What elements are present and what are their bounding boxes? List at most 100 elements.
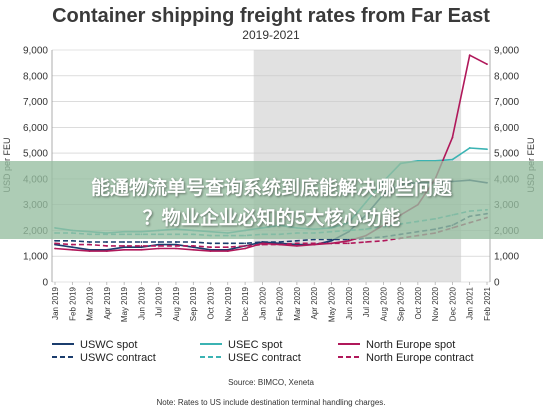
point-north-europe-spot [88, 250, 91, 252]
x-tick-label: Mar 2019 [86, 286, 95, 320]
point-uswc-contract [261, 241, 264, 243]
x-tick-label: Aug 2020 [379, 286, 388, 321]
x-tick-label: Jan 2020 [258, 286, 267, 319]
point-north-europe-spot [468, 54, 471, 57]
point-uswc-spot [71, 246, 74, 249]
point-uswc-spot [157, 243, 160, 246]
x-tick-label: Jul 2020 [362, 286, 371, 317]
y-tick-label-right: 0 [494, 278, 500, 289]
point-north-europe-contract [209, 246, 212, 249]
point-north-europe-contract [123, 245, 126, 247]
point-north-europe-contract [313, 242, 316, 245]
y-tick-label-left: 9,000 [23, 46, 48, 57]
x-tick-label: Apr 2020 [310, 286, 319, 319]
point-uswc-contract [278, 241, 281, 243]
y-tick-label-right: 9,000 [494, 46, 519, 57]
point-north-europe-spot [226, 250, 229, 252]
x-tick-label: Sep 2019 [189, 286, 198, 321]
x-tick-label: Mar 2020 [293, 286, 302, 320]
point-north-europe-spot [313, 243, 316, 246]
point-north-europe-spot [175, 247, 177, 250]
x-axis: Jan 2019 Feb 2019 Mar 2019 Apr 2019 May 2019… [51, 282, 492, 322]
point-usec-spot [486, 148, 488, 151]
point-north-europe-contract [330, 242, 333, 245]
point-north-europe-spot [192, 248, 195, 251]
x-tick-label: Jun 2020 [345, 286, 354, 319]
y-tick-label-right: 1,000 [494, 252, 519, 263]
point-north-europe-contract [244, 245, 246, 247]
point-uswc-contract [330, 238, 333, 241]
x-tick-label: Aug 2019 [172, 286, 181, 321]
point-north-europe-contract [71, 243, 74, 246]
x-tick-label: Jan 2019 [51, 286, 60, 319]
point-uswc-spot [123, 246, 126, 249]
y-tick-label-left: 7,000 [23, 97, 48, 108]
point-north-europe-contract [296, 242, 298, 245]
point-north-europe-spot [157, 247, 160, 250]
legend-label-usec-contract: USEC contract [228, 352, 301, 364]
point-uswc-spot [192, 246, 195, 249]
x-tick-label: Oct 2019 [207, 286, 216, 319]
x-tick-label: Jan 2021 [466, 286, 475, 319]
point-uswc-contract [209, 242, 212, 245]
point-north-europe-contract [54, 242, 56, 245]
y-tick-label-right: 6,000 [494, 123, 519, 134]
y-tick-label-left: 6,000 [23, 123, 48, 134]
x-tick-label: May 2019 [120, 286, 129, 322]
x-tick-label: Sep 2020 [397, 286, 406, 321]
x-tick-label: Dec 2019 [241, 286, 250, 321]
y-tick-label-right: 7,000 [494, 97, 519, 108]
point-north-europe-spot [209, 250, 212, 252]
x-tick-label: Feb 2019 [68, 286, 77, 320]
point-uswc-contract [140, 241, 143, 243]
point-uswc-contract [244, 242, 246, 245]
overlay-banner: 能通物流单号查询系统到底能解决哪些问题 ？物业企业必知的5大核心功能 [0, 161, 543, 239]
point-uswc-contract [192, 241, 195, 243]
point-north-europe-contract [140, 245, 143, 247]
point-north-europe-spot [54, 247, 56, 250]
point-usec-spot [451, 158, 454, 161]
point-north-europe-contract [192, 245, 195, 247]
legend-label-north-europe-contract: North Europe contract [366, 352, 474, 364]
y-tick-label-left: 1,000 [23, 252, 48, 263]
point-uswc-spot [105, 248, 108, 251]
point-uswc-spot [209, 248, 212, 251]
point-north-europe-spot [105, 250, 108, 252]
point-north-europe-contract [261, 243, 264, 246]
point-uswc-contract [157, 241, 160, 243]
x-tick-label: Jul 2019 [155, 286, 164, 317]
legend-label-uswc-spot: USWC spot [80, 339, 137, 351]
point-north-europe-spot [347, 239, 350, 242]
point-north-europe-contract [157, 245, 160, 247]
point-north-europe-spot [486, 63, 488, 66]
point-north-europe-contract [88, 243, 91, 246]
y-tick-label-left: 8,000 [23, 71, 48, 82]
y-tick-label-left: 5,000 [23, 149, 48, 160]
legend-label-usec-spot: USEC spot [228, 339, 282, 351]
x-tick-label: Jun 2019 [137, 286, 146, 319]
point-north-europe-spot [71, 248, 74, 251]
point-uswc-contract [123, 241, 126, 243]
point-uswc-contract [88, 241, 91, 243]
point-north-europe-contract [278, 243, 281, 246]
x-tick-label: Feb 2020 [276, 286, 285, 320]
point-north-europe-contract [226, 246, 229, 249]
point-north-europe-contract [105, 245, 108, 247]
point-north-europe-contract [382, 239, 385, 242]
point-uswc-spot [88, 248, 91, 251]
chart-subtitle: 2019-2021 [242, 28, 300, 42]
chart-title: Container shipping freight rates from Fa… [52, 5, 490, 27]
source-note: Source: BIMCO, Xeneta [228, 378, 314, 387]
point-uswc-contract [54, 239, 56, 242]
point-uswc-contract [71, 239, 74, 242]
x-tick-label: Oct 2020 [414, 286, 423, 319]
point-uswc-contract [226, 242, 229, 245]
legend-label-north-europe-spot: North Europe spot [366, 339, 455, 351]
point-north-europe-contract [175, 245, 177, 247]
point-uswc-contract [296, 239, 298, 242]
point-north-europe-spot [296, 245, 298, 247]
x-tick-label: May 2020 [327, 286, 336, 322]
x-tick-label: Feb 2021 [483, 286, 492, 320]
